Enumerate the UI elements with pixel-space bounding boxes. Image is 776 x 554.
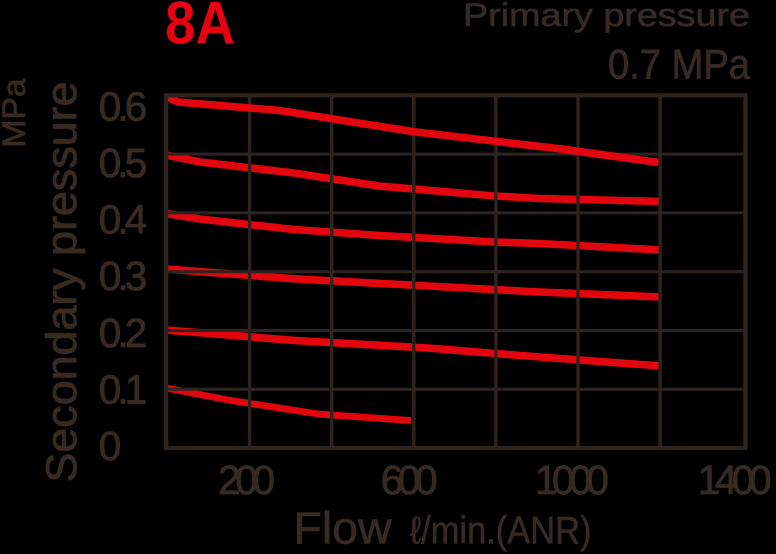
- svg-text:0: 0: [99, 423, 122, 469]
- svg-text:Secondary pressure: Secondary pressure: [39, 82, 86, 483]
- svg-text:0.4: 0.4: [99, 197, 148, 243]
- svg-text:0.5: 0.5: [99, 140, 148, 186]
- svg-text:0.7 MPa: 0.7 MPa: [608, 41, 751, 88]
- svg-text:MPa: MPa: [0, 77, 32, 148]
- svg-text:Primary pressure: Primary pressure: [463, 0, 750, 33]
- svg-text:1000: 1000: [535, 457, 609, 503]
- svg-text:1400: 1400: [698, 457, 772, 503]
- svg-text:0.6: 0.6: [99, 83, 148, 129]
- svg-text:0.3: 0.3: [99, 253, 148, 299]
- svg-text:0.1: 0.1: [99, 366, 148, 412]
- svg-text:200: 200: [218, 457, 275, 503]
- svg-text:ℓ/min.(ANR): ℓ/min.(ANR): [410, 510, 592, 553]
- svg-text:8A: 8A: [165, 0, 235, 57]
- svg-text:0.2: 0.2: [99, 310, 148, 356]
- svg-text:Flow: Flow: [294, 502, 393, 553]
- svg-text:600: 600: [381, 457, 438, 503]
